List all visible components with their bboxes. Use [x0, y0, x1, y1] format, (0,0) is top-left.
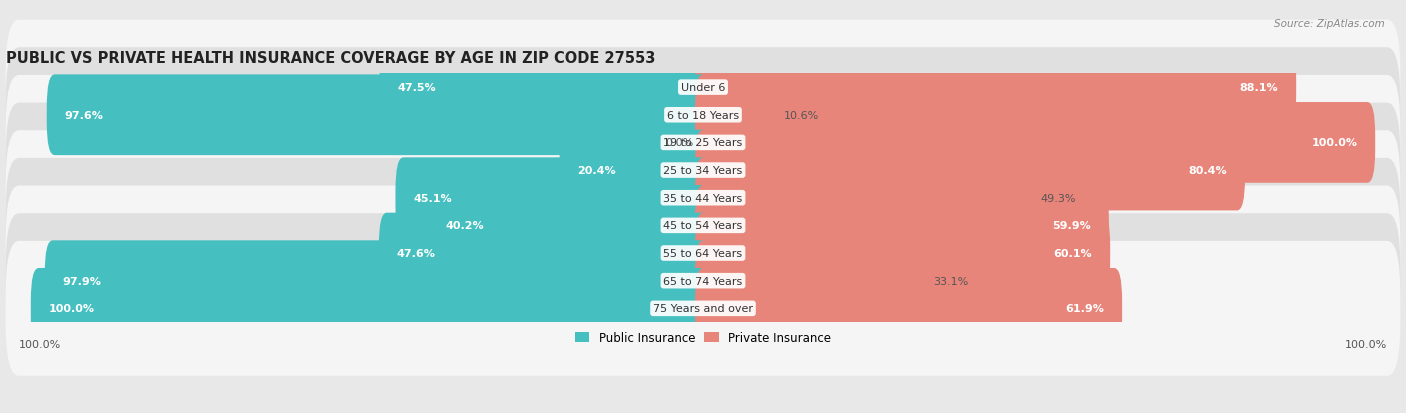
Text: 25 to 34 Years: 25 to 34 Years [664, 166, 742, 176]
Text: 59.9%: 59.9% [1052, 221, 1091, 231]
Text: 20.4%: 20.4% [578, 166, 616, 176]
Text: 100.0%: 100.0% [18, 339, 60, 349]
Text: 75 Years and over: 75 Years and over [652, 304, 754, 313]
Text: Source: ZipAtlas.com: Source: ZipAtlas.com [1274, 19, 1385, 28]
FancyBboxPatch shape [395, 158, 711, 239]
Text: 33.1%: 33.1% [932, 276, 969, 286]
FancyBboxPatch shape [6, 76, 1400, 210]
Text: 19 to 25 Years: 19 to 25 Years [664, 138, 742, 148]
Text: 60.1%: 60.1% [1053, 249, 1092, 259]
FancyBboxPatch shape [6, 214, 1400, 348]
Text: 45 to 54 Years: 45 to 54 Years [664, 221, 742, 231]
FancyBboxPatch shape [695, 75, 782, 156]
FancyBboxPatch shape [6, 21, 1400, 155]
FancyBboxPatch shape [31, 268, 711, 349]
Text: PUBLIC VS PRIVATE HEALTH INSURANCE COVERAGE BY AGE IN ZIP CODE 27553: PUBLIC VS PRIVATE HEALTH INSURANCE COVER… [6, 51, 655, 66]
Text: 100.0%: 100.0% [1346, 339, 1388, 349]
Text: 61.9%: 61.9% [1066, 304, 1104, 313]
Text: 80.4%: 80.4% [1188, 166, 1227, 176]
Text: 100.0%: 100.0% [49, 304, 94, 313]
Text: 88.1%: 88.1% [1240, 83, 1278, 93]
Text: 97.9%: 97.9% [63, 276, 101, 286]
Text: Under 6: Under 6 [681, 83, 725, 93]
FancyBboxPatch shape [6, 159, 1400, 293]
FancyBboxPatch shape [6, 186, 1400, 321]
FancyBboxPatch shape [695, 47, 1296, 128]
FancyBboxPatch shape [695, 241, 931, 321]
Text: 47.5%: 47.5% [398, 83, 436, 93]
FancyBboxPatch shape [560, 131, 711, 211]
Text: 40.2%: 40.2% [446, 221, 485, 231]
FancyBboxPatch shape [695, 268, 1122, 349]
Text: 49.3%: 49.3% [1040, 193, 1076, 203]
Text: 35 to 44 Years: 35 to 44 Years [664, 193, 742, 203]
FancyBboxPatch shape [6, 48, 1400, 183]
FancyBboxPatch shape [6, 241, 1400, 376]
FancyBboxPatch shape [380, 47, 711, 128]
Legend: Public Insurance, Private Insurance: Public Insurance, Private Insurance [571, 326, 835, 349]
Text: 10.6%: 10.6% [783, 111, 818, 121]
Text: 0.0%: 0.0% [665, 138, 693, 148]
FancyBboxPatch shape [45, 241, 711, 321]
Text: 97.6%: 97.6% [65, 111, 104, 121]
FancyBboxPatch shape [695, 185, 1109, 266]
Text: 100.0%: 100.0% [1312, 138, 1357, 148]
FancyBboxPatch shape [427, 185, 711, 266]
FancyBboxPatch shape [695, 158, 1039, 239]
FancyBboxPatch shape [46, 75, 711, 156]
FancyBboxPatch shape [6, 103, 1400, 238]
Text: 65 to 74 Years: 65 to 74 Years [664, 276, 742, 286]
Text: 6 to 18 Years: 6 to 18 Years [666, 111, 740, 121]
Text: 47.6%: 47.6% [396, 249, 436, 259]
FancyBboxPatch shape [695, 213, 1111, 294]
FancyBboxPatch shape [695, 103, 1375, 183]
FancyBboxPatch shape [378, 213, 711, 294]
Text: 55 to 64 Years: 55 to 64 Years [664, 249, 742, 259]
FancyBboxPatch shape [6, 131, 1400, 266]
FancyBboxPatch shape [695, 131, 1246, 211]
Text: 45.1%: 45.1% [413, 193, 451, 203]
